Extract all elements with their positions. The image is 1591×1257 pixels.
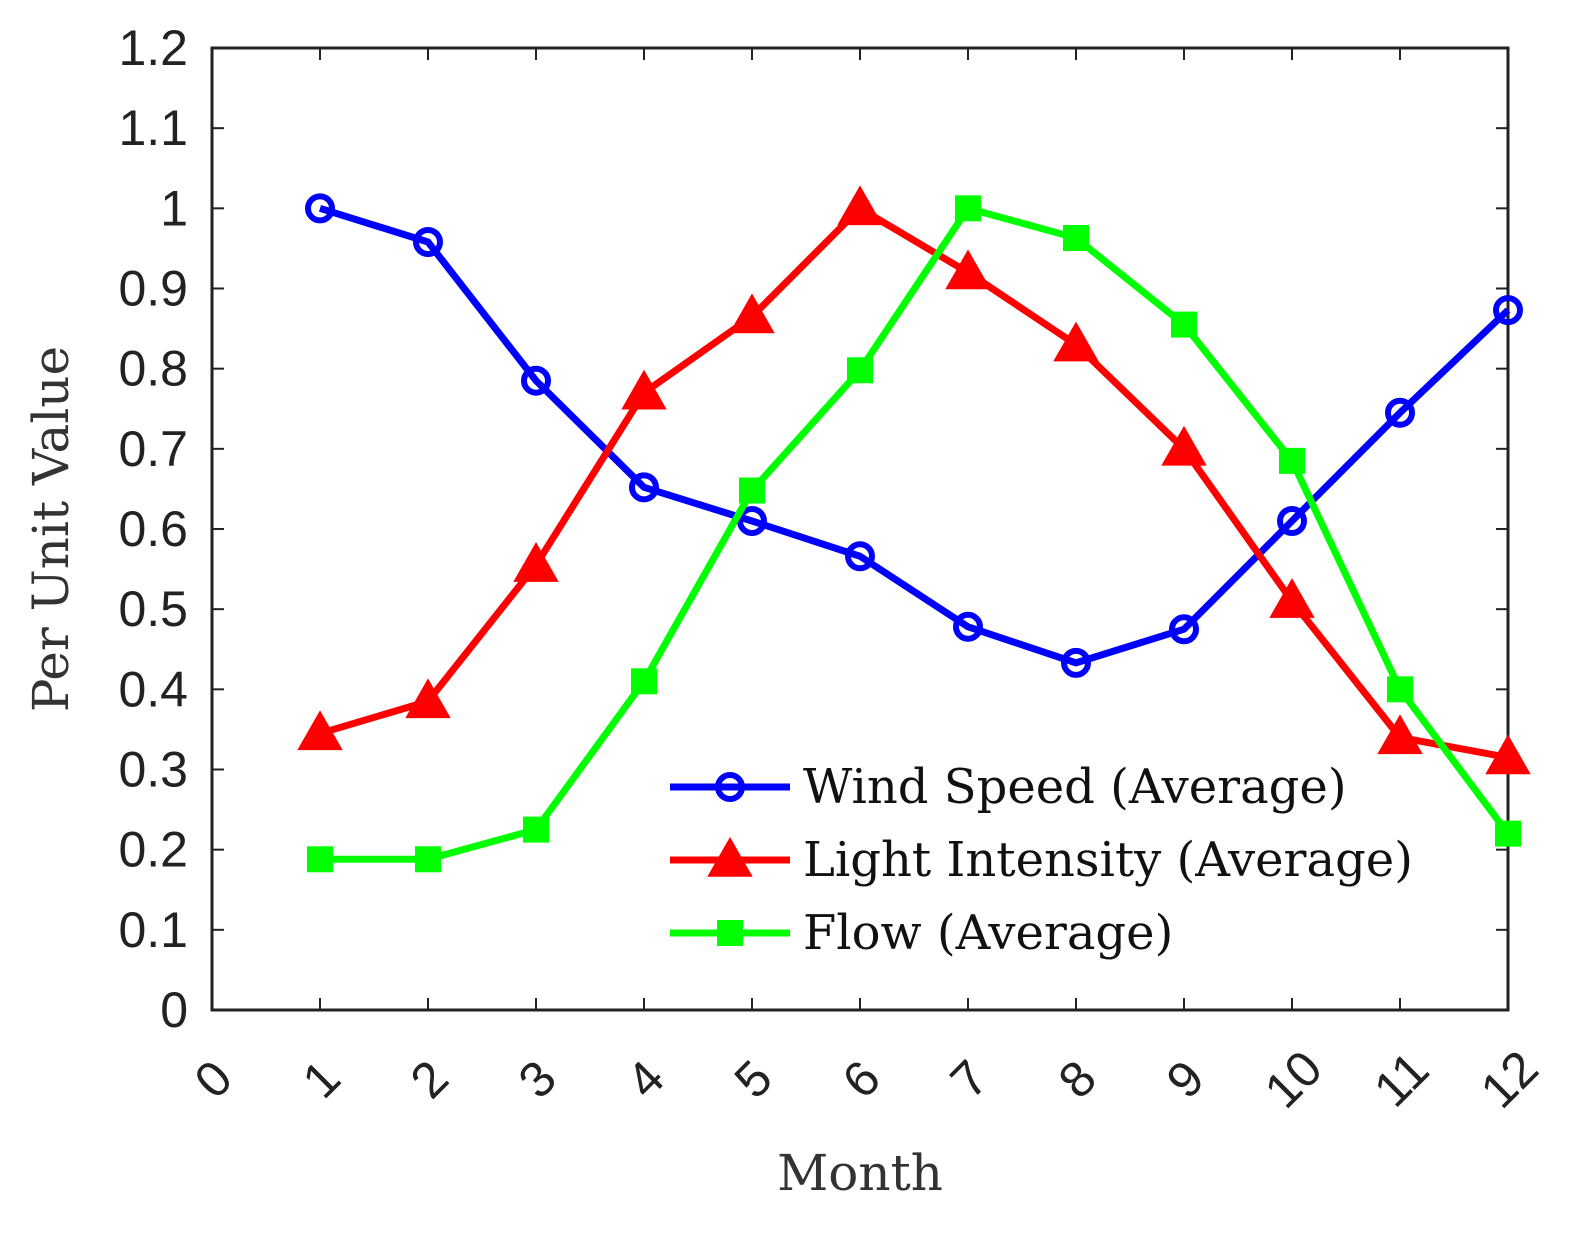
x-tick-label: 11 — [1363, 1041, 1439, 1117]
data-point-wind — [1277, 505, 1307, 536]
y-tick-label: 0.7 — [118, 421, 188, 477]
data-point-light — [513, 542, 559, 582]
x-tick-label: 2 — [400, 1050, 459, 1109]
data-point-light — [1377, 714, 1423, 755]
data-point-wind — [737, 505, 767, 536]
data-point-light — [945, 249, 991, 290]
data-point-light — [405, 678, 451, 719]
data-point-light — [837, 185, 883, 226]
legend-label-light: Light Intensity (Average) — [803, 832, 1413, 888]
y-tick-label: 0.9 — [118, 261, 188, 317]
x-tick-label: 12 — [1470, 1040, 1549, 1119]
data-point-wind — [1169, 614, 1199, 645]
x-axis-label: Month — [777, 1144, 943, 1202]
legend-item-light: Light Intensity (Average) — [670, 832, 1413, 888]
data-point-wind — [1493, 295, 1523, 326]
y-tick-label: 0.3 — [118, 742, 188, 798]
data-point-light — [1161, 425, 1207, 466]
data-point-flow — [739, 477, 765, 504]
x-tick-label: 8 — [1048, 1050, 1107, 1109]
legend-item-flow: Flow (Average) — [670, 905, 1173, 961]
x-tick-label: 7 — [940, 1050, 999, 1109]
data-point-flow — [523, 816, 549, 843]
data-point-wind — [305, 193, 335, 224]
data-point-flow — [307, 846, 333, 873]
data-point-wind — [629, 472, 659, 503]
series-light — [297, 185, 1531, 775]
data-point-wind — [953, 611, 983, 642]
legend-item-wind: Wind Speed (Average) — [670, 759, 1347, 815]
data-point-flow — [1063, 224, 1089, 251]
data-point-flow — [415, 846, 441, 873]
data-point-light — [729, 293, 775, 334]
y-tick-label: 1 — [160, 180, 188, 236]
series-flow — [307, 195, 1521, 873]
series-layer — [297, 185, 1531, 873]
data-point-light — [1485, 734, 1531, 775]
y-tick-label: 0.4 — [118, 661, 188, 717]
series-line-flow — [320, 204, 1511, 863]
legend-label-wind: Wind Speed (Average) — [803, 759, 1347, 815]
data-point-flow — [1171, 311, 1197, 338]
x-tick-label: 6 — [832, 1050, 891, 1109]
x-tick-label: 4 — [616, 1050, 675, 1109]
legend-marker-light — [707, 836, 753, 877]
series-line-light — [319, 204, 1509, 761]
data-point-light — [1053, 321, 1099, 362]
data-point-light — [1269, 578, 1315, 618]
data-point-wind — [1061, 647, 1091, 678]
data-point-flow — [1387, 676, 1413, 703]
data-point-light — [297, 710, 343, 751]
y-tick-label: 0.8 — [118, 341, 188, 397]
y-tick-label: 1.1 — [118, 100, 188, 156]
data-point-flow — [1279, 447, 1305, 474]
x-tick-label: 10 — [1254, 1040, 1333, 1119]
x-tick-label: 1 — [292, 1050, 351, 1109]
legend-marker-wind — [715, 772, 745, 802]
y-tick-label: 1.2 — [118, 20, 188, 76]
data-point-flow — [1495, 820, 1521, 847]
x-tick-labels: 0 1 2 3 4 5 6 7 8 9 10 11 12 — [184, 1040, 1549, 1119]
data-point-wind — [1385, 397, 1415, 428]
x-tick-label: 3 — [508, 1050, 567, 1109]
data-point-flow — [631, 668, 657, 695]
data-point-flow — [955, 195, 981, 222]
data-point-flow — [847, 357, 873, 384]
y-tick-labels: 0 0.1 0.2 0.3 0.4 0.5 0.6 0.7 0.8 0.9 1 1.1 1.2 — [118, 20, 188, 1038]
legend: Wind Speed (Average) Light Intensity (Ave… — [670, 759, 1413, 961]
x-tick-label: 0 — [184, 1050, 243, 1109]
y-axis-label: Per Unit Value — [22, 346, 80, 712]
y-tick-label: 0.6 — [118, 501, 188, 557]
y-tick-label: 0 — [160, 982, 188, 1038]
legend-label-flow: Flow (Average) — [803, 905, 1173, 961]
data-point-light — [621, 369, 667, 410]
y-tick-label: 0.5 — [118, 581, 188, 637]
x-tick-label: 5 — [724, 1050, 783, 1109]
y-tick-label: 0.1 — [118, 902, 188, 958]
legend-marker-flow — [717, 920, 743, 946]
y-tick-label: 0.2 — [118, 822, 188, 878]
x-tick-label: 9 — [1156, 1050, 1215, 1109]
data-point-wind — [413, 227, 443, 258]
data-point-wind — [521, 365, 551, 396]
data-point-wind — [845, 541, 875, 572]
